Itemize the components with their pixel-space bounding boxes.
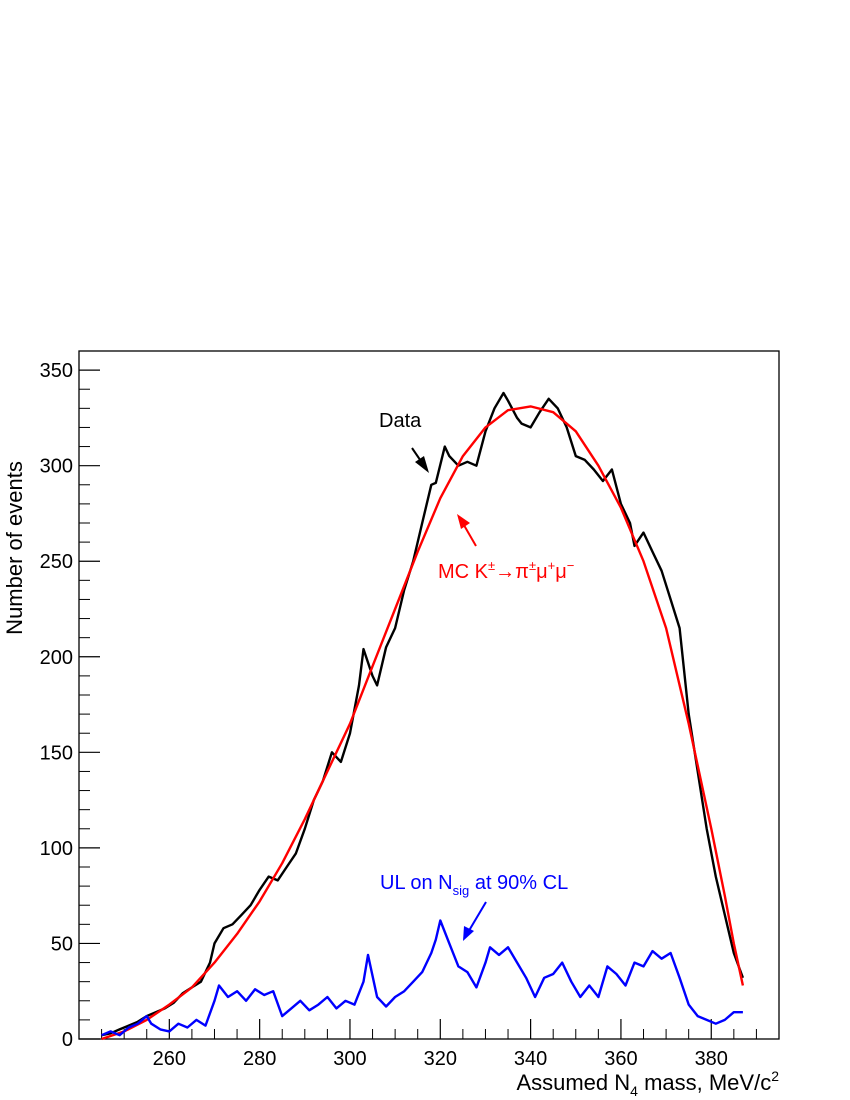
- x-axis-label-main: Assumed N: [516, 1070, 630, 1095]
- x-axis-label-sup: 2: [771, 1068, 779, 1084]
- mc-annotation: MC K±→π±μ+μ−: [438, 558, 574, 583]
- y-tick-label: 150: [40, 742, 73, 764]
- x-tick-label: 380: [695, 1048, 728, 1070]
- x-axis-label-rest: mass, MeV/c: [638, 1070, 771, 1095]
- y-tick-label: 50: [51, 933, 73, 955]
- x-tick-label: 280: [243, 1048, 276, 1070]
- y-axis: 0 50 100 150 200 250 300 350: [40, 360, 100, 1051]
- x-axis: 260 280 300 320 340 360 380: [101, 1019, 757, 1070]
- series-layer: [101, 391, 745, 1041]
- ul-annotation: UL on Nsig at 90% CL: [380, 872, 568, 898]
- data-annotation: Data: [379, 410, 422, 432]
- y-tick-label: 300: [40, 456, 73, 478]
- mc-annotation-prefix: MC K: [438, 561, 489, 583]
- mc-annotation-arrow: →π: [495, 561, 529, 583]
- mc-series-line: [101, 405, 745, 1041]
- x-axis-label-sub: 4: [630, 1083, 638, 1099]
- y-tick-label: 100: [40, 838, 73, 860]
- mc-annotation-sup2: ±: [529, 558, 536, 573]
- y-tick-label: 250: [40, 551, 73, 573]
- mc-annotation-sup1: ±: [488, 558, 495, 573]
- data-series-line: [101, 391, 745, 1037]
- y-tick-label: 350: [40, 360, 73, 382]
- ul-annotation-sub: sig: [453, 883, 470, 898]
- ul-annotation-prefix: UL on N: [380, 872, 453, 894]
- plot-frame: [78, 350, 780, 1040]
- mc-annotation-sup3: +: [548, 558, 556, 573]
- x-tick-label: 300: [333, 1048, 366, 1070]
- y-tick-label: 200: [40, 647, 73, 669]
- mc-arrow: [457, 514, 477, 547]
- x-tick-label: 340: [514, 1048, 547, 1070]
- mc-annotation-mu1: μ: [536, 561, 548, 583]
- ul-annotation-suffix: at 90% CL: [469, 872, 568, 894]
- ul-arrow: [463, 901, 487, 941]
- y-tick-label: 0: [62, 1029, 73, 1051]
- data-arrow: [411, 447, 429, 473]
- y-axis-label: Number of events: [2, 461, 27, 635]
- x-axis-label: Assumed N4 mass, MeV/c2: [516, 1068, 779, 1099]
- x-tick-label: 260: [153, 1048, 186, 1070]
- x-tick-label: 320: [424, 1048, 457, 1070]
- mc-annotation-sup4: −: [567, 558, 575, 573]
- ul-series-line: [101, 919, 743, 1037]
- mc-annotation-mu2: μ: [555, 561, 567, 583]
- x-tick-label: 360: [604, 1048, 637, 1070]
